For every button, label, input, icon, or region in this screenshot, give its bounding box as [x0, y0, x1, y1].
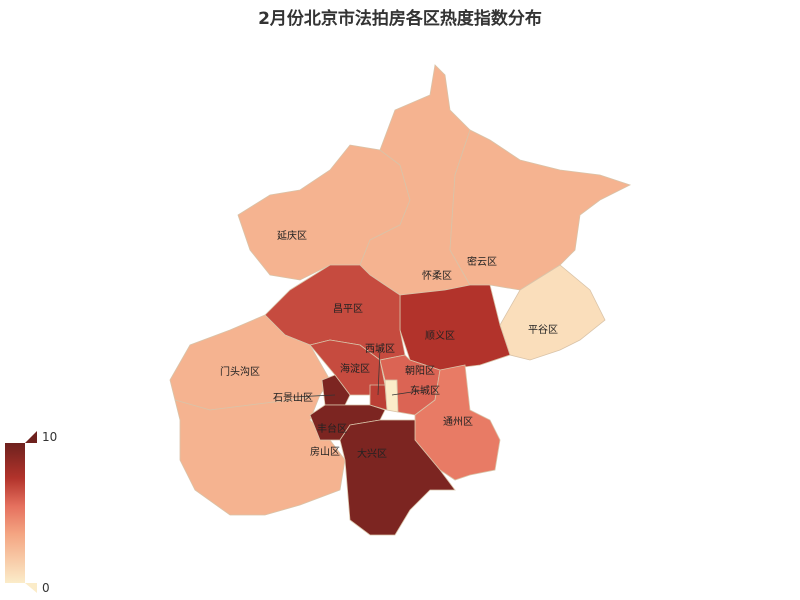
- region-label: 怀柔区: [422, 270, 452, 282]
- region-label: 海淀区: [340, 362, 370, 375]
- chart-title: 2月份北京市法拍房各区热度指数分布: [258, 9, 542, 29]
- visual-map[interactable]: 10 0: [5, 430, 57, 595]
- region-14[interactable]: [414, 364, 501, 481]
- region-9[interactable]: [321, 374, 351, 406]
- region-label: 顺义区: [425, 330, 455, 342]
- region-15[interactable]: [339, 419, 456, 536]
- region-label-leader: [292, 394, 336, 398]
- visual-map-max-label: 10: [42, 430, 57, 444]
- region-label: 朝阳区: [405, 365, 435, 377]
- region-label: 东城区: [410, 384, 440, 397]
- region-12[interactable]: [384, 379, 399, 413]
- region-label: 门头沟区: [220, 365, 260, 378]
- region-label: 大兴区: [357, 447, 387, 460]
- region-10[interactable]: [309, 404, 386, 441]
- region-label: 昌平区: [333, 303, 363, 315]
- visual-map-gradient[interactable]: [5, 443, 25, 583]
- region-label: 延庆区: [277, 229, 307, 242]
- region-label: 丰台区: [317, 422, 347, 435]
- region-label: 平谷区: [528, 324, 558, 336]
- region-label: 石景山区: [273, 392, 313, 404]
- visual-map-min-handle[interactable]: [25, 583, 37, 593]
- region-label: 西城区: [365, 343, 395, 355]
- region-7[interactable]: [174, 394, 346, 516]
- visual-map-max-handle[interactable]: [25, 431, 37, 443]
- region-label-leader: [391, 389, 426, 396]
- region-label: 通州区: [443, 416, 473, 428]
- visual-map-min-label: 0: [42, 581, 50, 595]
- region-label-leader: [377, 347, 381, 396]
- region-label: 密云区: [467, 255, 497, 268]
- region-4[interactable]: [399, 284, 511, 371]
- region-label: 房山区: [310, 445, 340, 458]
